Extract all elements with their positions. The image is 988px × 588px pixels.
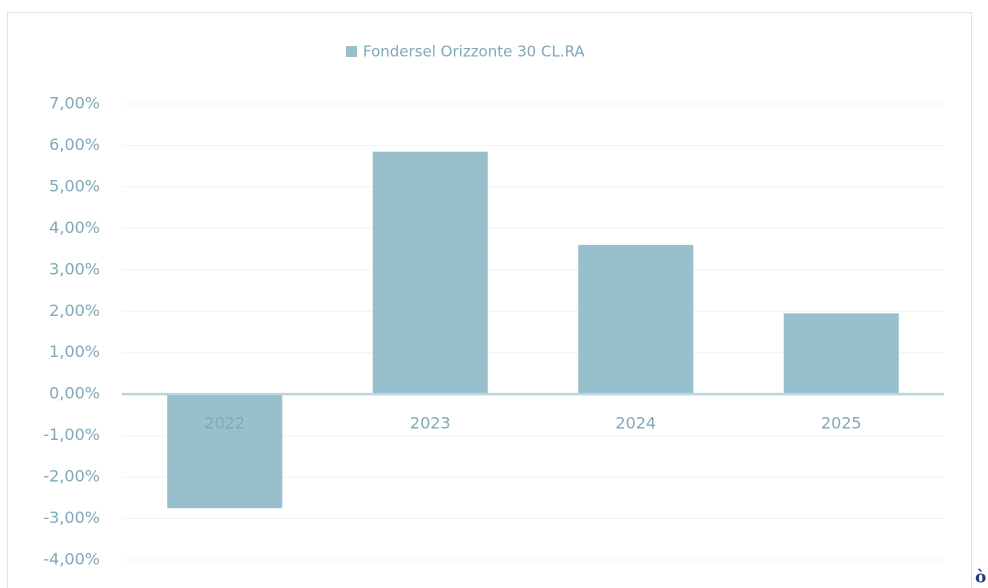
y-tick-label: 3,00% [49, 259, 100, 278]
y-tick-label: 0,00% [49, 384, 100, 403]
y-tick-label: 2,00% [49, 301, 100, 320]
y-tick-label: -4,00% [43, 550, 100, 569]
y-tick-label: 5,00% [49, 176, 100, 195]
y-tick-label: 1,00% [49, 342, 100, 361]
chart-frame [7, 12, 972, 588]
bar [783, 313, 899, 395]
bar [372, 151, 488, 395]
x-tick-label: 2024 [615, 414, 656, 433]
y-tick-label: 4,00% [49, 218, 100, 237]
x-tick-label: 2022 [204, 414, 245, 433]
legend-label: Fondersel Orizzonte 30 CL.RA [363, 43, 585, 61]
annotation: ò [975, 568, 986, 588]
bar [578, 244, 694, 395]
x-tick-label: 2025 [821, 414, 862, 433]
bar [167, 394, 283, 509]
y-tick-label: 7,00% [49, 94, 100, 113]
y-tick-label: -1,00% [43, 425, 100, 444]
y-tick-label: -2,00% [43, 467, 100, 486]
legend-swatch [346, 46, 357, 57]
y-tick-label: 6,00% [49, 135, 100, 154]
x-tick-label: 2023 [410, 414, 451, 433]
y-tick-label: -3,00% [43, 508, 100, 527]
